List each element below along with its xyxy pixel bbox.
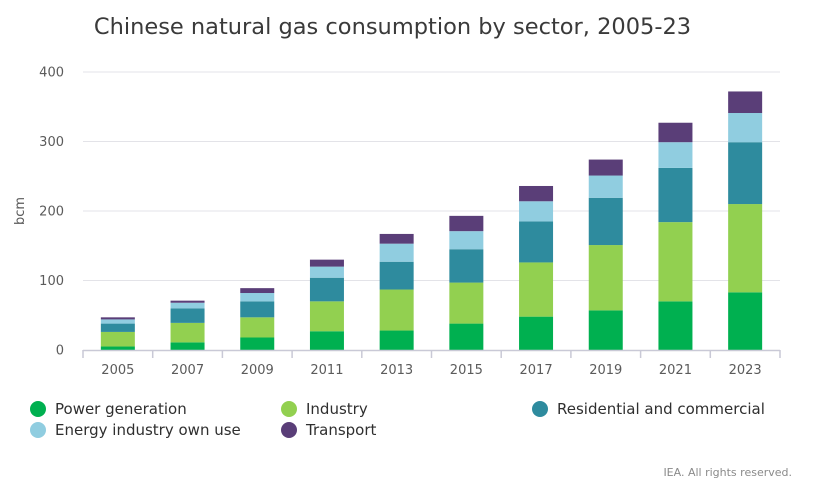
bar-residential-and-commercial-2013	[379, 261, 414, 290]
x-tick-label: 2023	[729, 363, 762, 378]
legend-label: Power generation	[55, 400, 187, 418]
legend-marker	[281, 401, 297, 417]
bar-residential-and-commercial-2015	[449, 249, 484, 283]
bar-energy-industry-own-use-2023	[728, 113, 763, 143]
axes: 0 100 200 300 400 bcm 2005 2007 2009 2011 2013 2015…	[13, 66, 781, 378]
bar-transport-2013	[379, 233, 414, 244]
bar-transport-2023	[728, 91, 763, 114]
y-axis-title: bcm	[13, 197, 28, 225]
bar-energy-industry-own-use-2013	[379, 243, 414, 262]
bar-power-generation-2015	[449, 323, 484, 350]
bar-transport-2011	[309, 259, 344, 267]
bar-residential-and-commercial-2005	[100, 323, 135, 332]
bar-residential-and-commercial-2023	[728, 142, 763, 205]
bar-residential-and-commercial-2019	[588, 197, 623, 246]
legend-item[interactable]: Power generation	[30, 400, 187, 418]
bar-industry-2021	[658, 222, 693, 302]
legend-marker	[281, 422, 297, 438]
bar-industry-2009	[240, 317, 275, 338]
legend-label: Industry	[306, 400, 368, 418]
bar-transport-2017	[519, 185, 554, 202]
bar-energy-industry-own-use-2019	[588, 175, 623, 198]
bar-residential-and-commercial-2017	[519, 221, 554, 263]
bar-power-generation-2009	[240, 337, 275, 350]
bar-transport-2019	[588, 159, 623, 176]
y-tick-label: 200	[39, 205, 64, 220]
x-tick-label: 2009	[241, 363, 274, 378]
bar-power-generation-2023	[728, 292, 763, 350]
x-tick-label: 2007	[171, 363, 204, 378]
bar-transport-2009	[240, 288, 275, 294]
bar-power-generation-2013	[379, 330, 414, 350]
bar-energy-industry-own-use-2011	[309, 266, 344, 278]
bar-power-generation-2011	[309, 331, 344, 350]
x-tick-label: 2013	[380, 363, 413, 378]
bar-power-generation-2019	[588, 310, 623, 350]
legend-label: Residential and commercial	[557, 400, 765, 418]
y-tick-label: 400	[39, 66, 64, 81]
bar-energy-industry-own-use-2009	[240, 293, 275, 302]
bar-residential-and-commercial-2021	[658, 167, 693, 223]
bar-power-generation-2017	[519, 316, 554, 350]
credit-text: IEA. All rights reserved.	[663, 466, 792, 479]
legend-item[interactable]: Transport	[281, 421, 376, 439]
bar-transport-2007	[170, 300, 205, 303]
y-tick-label: 100	[39, 274, 64, 289]
bar-industry-2007	[170, 322, 205, 343]
bar-industry-2015	[449, 282, 484, 324]
legend-marker	[30, 422, 46, 438]
bar-residential-and-commercial-2011	[309, 277, 344, 302]
bar-power-generation-2021	[658, 301, 693, 350]
bar-power-generation-2005	[100, 346, 135, 350]
bar-industry-2013	[379, 289, 414, 331]
y-tick-label: 300	[39, 135, 64, 150]
bar-transport-2005	[100, 317, 135, 320]
bar-energy-industry-own-use-2021	[658, 142, 693, 168]
bar-industry-2005	[100, 331, 135, 347]
x-tick-label: 2017	[520, 363, 553, 378]
bar-industry-2017	[519, 262, 554, 317]
bars	[100, 91, 763, 350]
legend-item[interactable]: Residential and commercial	[532, 400, 765, 418]
x-tick-label: 2005	[101, 363, 134, 378]
bar-energy-industry-own-use-2007	[170, 302, 205, 309]
bar-residential-and-commercial-2009	[240, 301, 275, 318]
legend-item[interactable]: Energy industry own use	[30, 421, 241, 439]
chart-title: Chinese natural gas consumption by secto…	[93, 14, 692, 40]
x-tick-label: 2019	[589, 363, 622, 378]
bar-industry-2011	[309, 301, 344, 332]
bar-industry-2023	[728, 204, 763, 293]
bar-residential-and-commercial-2007	[170, 308, 205, 323]
legend-marker	[532, 401, 548, 417]
bar-power-generation-2007	[170, 342, 205, 350]
legend-item[interactable]: Industry	[281, 400, 368, 418]
x-tick-label: 2011	[310, 363, 343, 378]
y-tick-label: 0	[56, 344, 64, 359]
bar-transport-2015	[449, 215, 484, 232]
bar-energy-industry-own-use-2005	[100, 319, 135, 324]
legend-label: Energy industry own use	[55, 421, 241, 439]
x-tick-label: 2021	[659, 363, 692, 378]
legend-marker	[30, 401, 46, 417]
bar-transport-2021	[658, 122, 693, 143]
chart-plot: 0 100 200 300 400 bcm 2005 2007 2009 2011 2013 2015…	[13, 66, 781, 378]
x-tick-label: 2015	[450, 363, 483, 378]
legend-label: Transport	[306, 421, 377, 439]
bar-energy-industry-own-use-2015	[449, 231, 484, 250]
bar-energy-industry-own-use-2017	[519, 201, 554, 222]
bar-industry-2019	[588, 245, 623, 311]
